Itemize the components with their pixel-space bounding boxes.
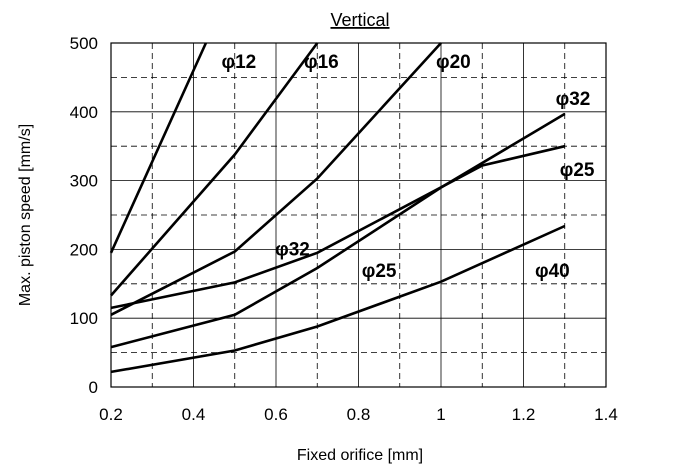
series-line-2	[110, 42, 319, 297]
y-tick-label: 400	[70, 103, 98, 122]
x-tick-label: 1.4	[594, 405, 618, 424]
x-axis-title: Fixed orifice [mm]	[297, 447, 423, 464]
chart-title: Vertical	[330, 10, 389, 30]
series-label: φ25	[560, 160, 595, 181]
x-tick-label: 0.6	[264, 405, 288, 424]
plot-frame	[110, 42, 607, 388]
y-tick-label: 200	[70, 240, 98, 259]
series-line-6	[110, 224, 566, 374]
x-tick-label: 1.2	[512, 405, 536, 424]
x-tick-labels: 0.2 0.4 0.6 0.8 1 1.2 1.4	[99, 405, 618, 424]
series-line-3	[110, 42, 442, 316]
series-label: φ20	[436, 52, 471, 73]
series-label: φ12	[222, 52, 257, 73]
y-tick-label: 300	[70, 172, 98, 191]
grid	[111, 43, 606, 387]
y-tick-label: 100	[70, 309, 98, 328]
series-label: φ32	[275, 240, 310, 261]
x-tick-label: 0.4	[182, 405, 206, 424]
series-line-4	[110, 144, 566, 310]
y-tick-label: 500	[70, 34, 98, 53]
y-tick-label: 0	[89, 378, 98, 397]
series-label: φ32	[556, 89, 591, 110]
series-line-1	[109, 42, 208, 254]
x-tick-label: 1	[436, 405, 445, 424]
series-label: φ16	[304, 52, 339, 73]
series-label: φ40	[535, 261, 570, 282]
x-tick-label: 0.8	[347, 405, 371, 424]
series-label: φ25	[362, 261, 397, 282]
series-line-5	[110, 112, 566, 349]
series-labels: φ12 φ16 φ20 φ32 φ25 φ32 φ25 φ40	[222, 52, 595, 282]
y-axis-title: Max. piston speed [mm/s]	[17, 124, 34, 306]
series-group	[109, 42, 566, 374]
x-tick-label: 0.2	[99, 405, 123, 424]
y-tick-labels: 0 100 200 300 400 500	[70, 34, 98, 397]
